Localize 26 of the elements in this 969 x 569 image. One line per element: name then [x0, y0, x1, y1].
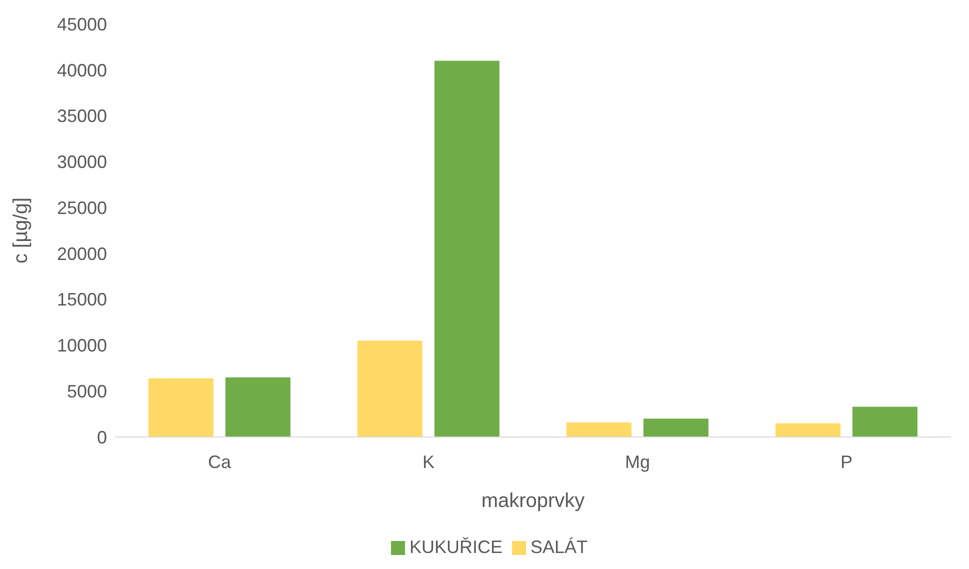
bar — [148, 378, 214, 437]
bar — [434, 60, 500, 437]
y-axis-title: c [µg/g] — [10, 198, 32, 264]
bar — [852, 406, 918, 437]
y-tick-label: 45000 — [56, 14, 107, 34]
x-tick-label: Mg — [624, 452, 650, 472]
bar — [357, 340, 422, 437]
y-tick-label: 0 — [96, 427, 107, 448]
legend-label: KUKUŘICE — [409, 537, 502, 557]
legend-label: SALÁT — [530, 537, 588, 557]
x-tick-label: P — [840, 452, 853, 472]
bar — [225, 377, 290, 437]
y-tick-label: 25000 — [56, 198, 107, 218]
bar — [775, 423, 840, 437]
y-tick-label: 30000 — [56, 152, 107, 172]
y-tick-label: 10000 — [56, 336, 107, 356]
y-tick-label: 35000 — [56, 106, 107, 126]
y-tick-label: 15000 — [56, 290, 107, 310]
x-tick-label: Ca — [208, 452, 232, 472]
bar — [643, 418, 708, 437]
x-tick-label: K — [422, 452, 435, 472]
bar — [566, 422, 632, 437]
y-tick-label: 5000 — [66, 382, 107, 402]
y-tick-label: 40000 — [56, 60, 107, 80]
y-tick-label: 20000 — [56, 244, 107, 264]
x-axis-title: makroprvky — [481, 490, 585, 512]
